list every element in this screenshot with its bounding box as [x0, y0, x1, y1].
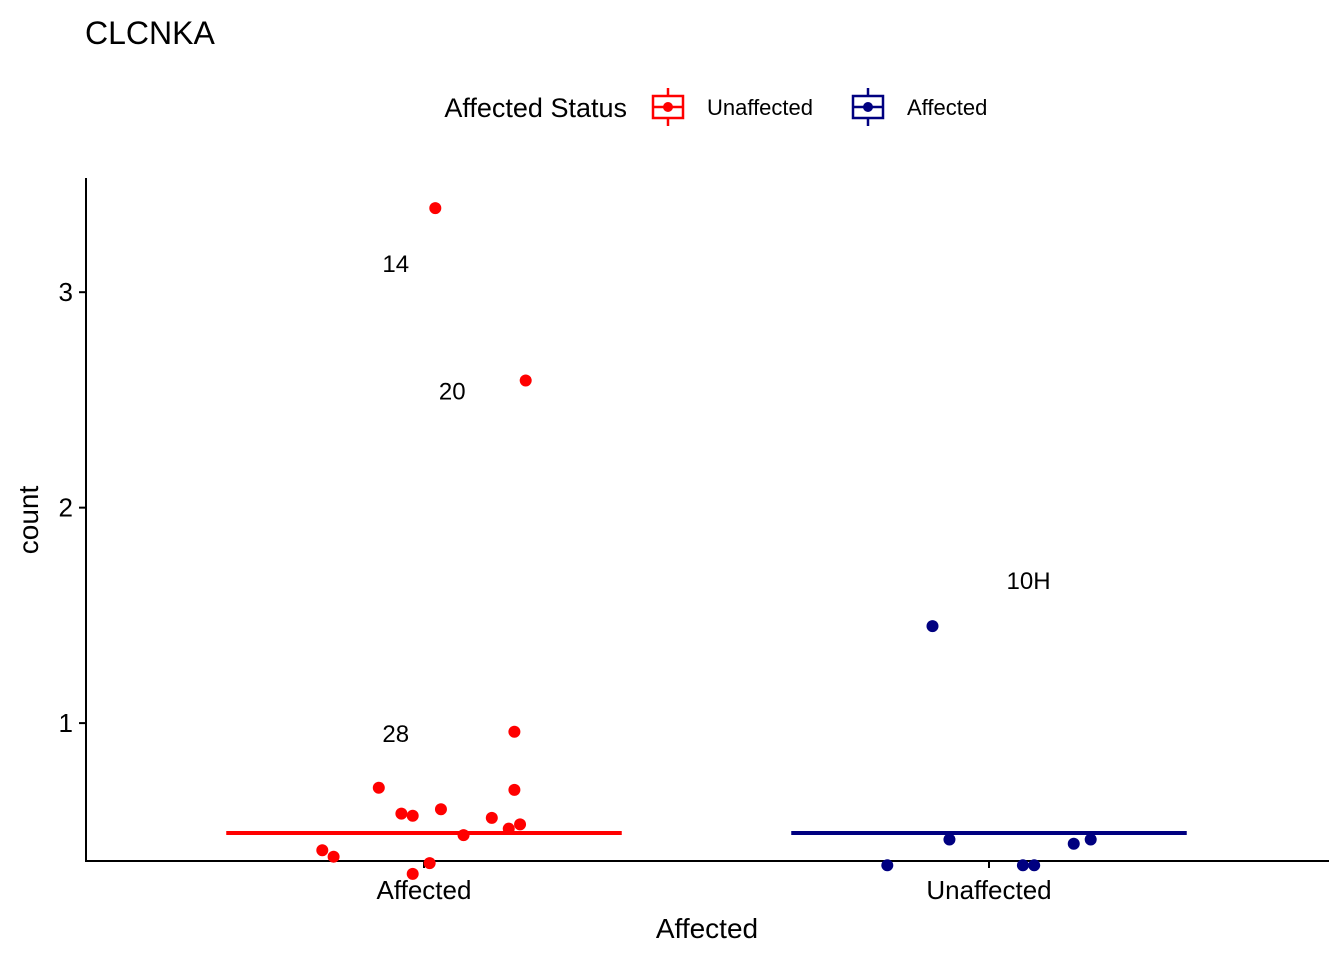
data-point — [429, 202, 442, 215]
axes: 1 2 3 Affected Unaffected Affected count — [13, 178, 1329, 944]
data-point — [1084, 833, 1097, 846]
y-tick-label: 1 — [59, 708, 73, 738]
point-label: 14 — [382, 251, 409, 278]
data-point — [327, 850, 340, 863]
point-label: 10H — [1007, 568, 1051, 595]
data-point — [1067, 837, 1080, 850]
legend-item-affected: Affected — [851, 88, 987, 126]
data-point — [457, 829, 470, 842]
data-point — [485, 811, 498, 824]
data-point — [1016, 859, 1029, 872]
data-point — [316, 844, 329, 857]
plot-area: 14 20 28 10H — [226, 202, 1187, 880]
legend-label: Unaffected — [707, 95, 813, 120]
legend-key-point — [663, 102, 673, 112]
data-point — [519, 374, 532, 387]
chart-title: CLCNKA — [85, 15, 215, 51]
legend-key-point — [863, 102, 873, 112]
data-point — [926, 620, 939, 633]
data-point — [372, 781, 385, 794]
data-point — [406, 809, 419, 822]
data-point — [434, 803, 447, 816]
y-tick-label: 2 — [59, 493, 73, 523]
point-label: 28 — [382, 721, 409, 748]
data-point — [508, 725, 521, 738]
point-label: 20 — [439, 378, 466, 405]
data-point — [508, 783, 521, 796]
x-tick-label: Unaffected — [926, 875, 1051, 905]
data-point — [423, 857, 436, 870]
data-point — [502, 822, 515, 835]
data-point — [943, 833, 956, 846]
legend-label: Affected — [907, 95, 987, 120]
x-axis-label: Affected — [656, 913, 758, 944]
legend: Affected Status Unaffected Affected — [444, 88, 987, 126]
x-tick-label: Affected — [377, 875, 472, 905]
y-axis-label: count — [13, 486, 44, 555]
data-point — [395, 807, 408, 820]
y-tick-label: 3 — [59, 277, 73, 307]
legend-title: Affected Status — [444, 93, 627, 123]
data-point — [1028, 859, 1041, 872]
data-point — [406, 867, 419, 880]
data-point — [514, 818, 527, 831]
legend-item-unaffected: Unaffected — [651, 88, 813, 126]
data-point — [881, 859, 894, 872]
